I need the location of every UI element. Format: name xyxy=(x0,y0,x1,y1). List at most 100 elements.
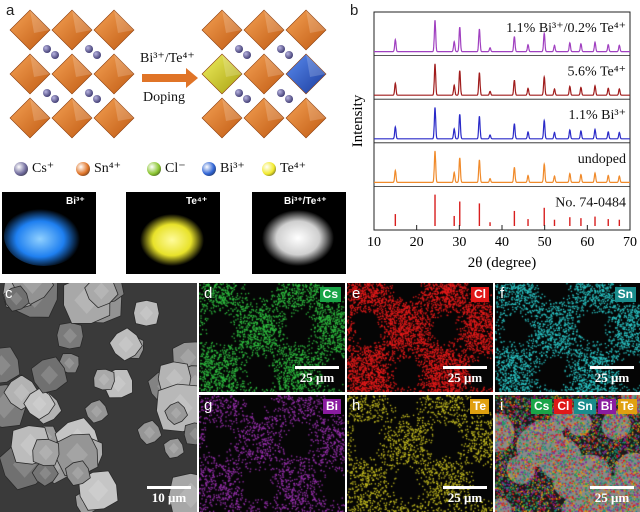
sn-octahedron xyxy=(9,97,51,139)
crystal-particle xyxy=(164,401,188,425)
sn-octahedron xyxy=(243,9,285,51)
photo-bi-powder: Bi³⁺ xyxy=(2,192,96,274)
overlay-badges: Cs Cl Sn Bi Te xyxy=(531,399,637,414)
eds-scale-bar-e: 25 μm xyxy=(443,366,487,386)
panel-label-c: c xyxy=(5,285,13,302)
legend-label-2: Cl⁻ xyxy=(165,161,186,176)
eds-scale-bar-f: 25 μm xyxy=(590,366,634,386)
panel-label-b: b xyxy=(350,2,359,19)
panel-label-a: a xyxy=(6,2,15,19)
photo-label-bi-te: Bi³⁺/Te⁴⁺ xyxy=(284,196,327,207)
sn-octahedron xyxy=(93,97,135,139)
cs-atom xyxy=(243,95,251,103)
crystal-particle xyxy=(30,356,68,394)
x-tick-label: 30 xyxy=(452,235,466,250)
overlay-badge-te: Te xyxy=(617,399,637,414)
xrd-chart: 1.1% Bi³⁺/0.2% Te⁴⁺ 5.6% Te⁴⁺ 1.1% Bi³⁺ und… xyxy=(350,11,637,271)
element-badge-cl: Cl xyxy=(471,287,489,302)
series-line-2 xyxy=(374,107,630,140)
cs-atom xyxy=(235,45,243,53)
cs-atom xyxy=(85,45,93,53)
cs-atom xyxy=(93,51,101,59)
sn-octahedron xyxy=(51,53,93,95)
series-line-1 xyxy=(374,63,630,96)
series-label-4: No. 74-0484 xyxy=(555,195,626,210)
undoped-lattice xyxy=(9,9,135,139)
cs-atom xyxy=(43,89,51,97)
crystal-particle xyxy=(3,285,30,312)
sn-octahedron xyxy=(285,9,327,51)
x-tick-label: 40 xyxy=(495,235,509,250)
photo-bi-te-powder: Bi³⁺/Te⁴⁺ xyxy=(252,192,346,274)
cs-atom xyxy=(235,89,243,97)
legend-dot-3 xyxy=(202,162,216,176)
cs-atom xyxy=(285,51,293,59)
te-octahedron xyxy=(201,53,243,95)
panel-label-e: e xyxy=(352,285,361,302)
sem-crystals xyxy=(0,283,197,512)
sn-octahedron xyxy=(9,9,51,51)
element-badge-sn: Sn xyxy=(614,287,636,302)
sem-scale-text: 10 μm xyxy=(151,490,187,505)
doping-label-top: Bi³⁺/Te⁴⁺ xyxy=(140,51,195,66)
eds-map-cl: e Cl 25 μm xyxy=(347,283,493,392)
x-tick-label: 50 xyxy=(538,235,552,250)
eds-map-overlay: i Cs Cl Sn Bi Te 25 μm xyxy=(495,395,640,512)
y-axis-label: Intensity xyxy=(350,94,366,147)
x-axis-label: 2θ (degree) xyxy=(468,255,536,271)
sn-octahedron xyxy=(243,97,285,139)
crystal-particle xyxy=(32,438,60,467)
x-tick-label: 70 xyxy=(623,235,637,250)
legend-label-0: Cs⁺ xyxy=(32,161,55,176)
photo-label-bi: Bi³⁺ xyxy=(66,196,85,207)
series-label-1: 5.6% Te⁴⁺ xyxy=(568,65,626,80)
crystal-particle xyxy=(136,419,163,446)
crystal-structure-diagram xyxy=(9,9,327,139)
cs-atom xyxy=(277,45,285,53)
crystal-particle xyxy=(183,422,197,446)
legend-label-4: Te⁴⁺ xyxy=(280,161,307,176)
series-line-3 xyxy=(374,150,630,183)
sem-image: c 10 μm xyxy=(0,283,197,512)
sn-octahedron xyxy=(51,9,93,51)
eds-scale-bar-i: 25 μm xyxy=(590,486,634,506)
crystal-particle xyxy=(0,346,21,384)
overlay-badge-cl: Cl xyxy=(554,399,573,414)
legend-dot-1 xyxy=(76,162,90,176)
eds-map-sn: f Sn 25 μm xyxy=(495,283,640,392)
eds-scale-bar-h: 25 μm xyxy=(443,486,487,506)
crystal-particle xyxy=(84,399,109,424)
x-tick-label: 20 xyxy=(410,235,424,250)
legend-dot-2 xyxy=(147,162,161,176)
doped-lattice xyxy=(201,9,327,139)
cs-atom xyxy=(277,89,285,97)
panel-label-d: d xyxy=(204,285,213,302)
overlay-badge-bi: Bi xyxy=(597,399,616,414)
overlay-badge-sn: Sn xyxy=(574,399,596,414)
crystal-particle xyxy=(109,327,143,362)
crystal-particle xyxy=(93,368,115,391)
crystal-particle xyxy=(84,283,119,309)
sn-octahedron xyxy=(243,53,285,95)
element-badge-te: Te xyxy=(469,399,489,414)
panel-label-f: f xyxy=(500,285,505,302)
element-badge-cs: Cs xyxy=(319,287,341,302)
crystal-particle xyxy=(56,322,84,350)
series-label-2: 1.1% Bi³⁺ xyxy=(569,108,626,123)
cs-atom xyxy=(51,51,59,59)
cs-atom xyxy=(43,45,51,53)
cs-atom xyxy=(85,89,93,97)
sn-octahedron xyxy=(285,97,327,139)
crystal-particle xyxy=(168,472,197,512)
overlay-badge-cs: Cs xyxy=(531,399,553,414)
x-tick-label: 10 xyxy=(367,235,381,250)
crystal-particle xyxy=(133,299,160,327)
eds-map-cs: d Cs 25 μm xyxy=(199,283,345,392)
sn-octahedron xyxy=(201,9,243,51)
panel-label-i: i xyxy=(500,397,504,414)
legend-dot-0 xyxy=(14,162,28,176)
sn-octahedron xyxy=(9,53,51,95)
cs-atom xyxy=(51,95,59,103)
cs-atom xyxy=(285,95,293,103)
